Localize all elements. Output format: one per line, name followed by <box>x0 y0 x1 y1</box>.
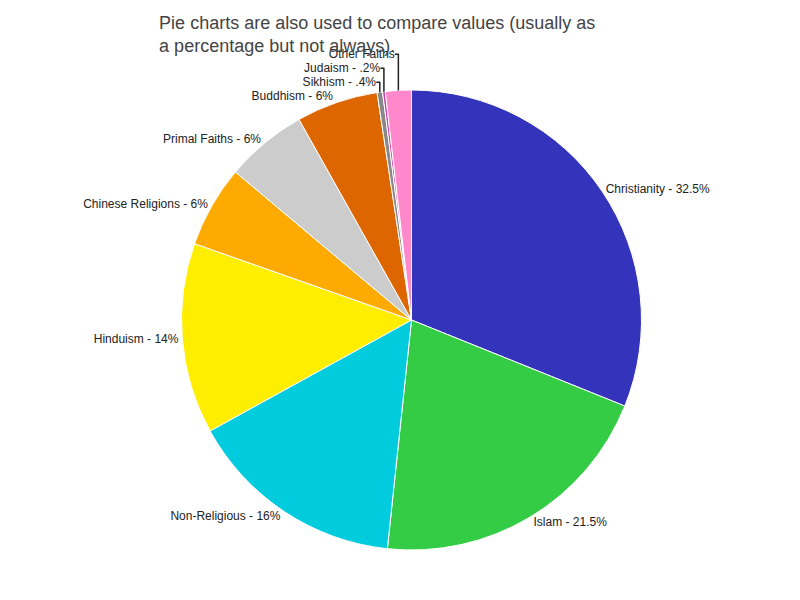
svg-text:Pie charts are also used to co: Pie charts are also used to compare valu… <box>159 13 595 56</box>
svg-text:Non-Religious - 16%: Non-Religious - 16% <box>170 509 280 523</box>
svg-text:Buddhism - 6%: Buddhism - 6% <box>252 89 334 103</box>
svg-text:Christianity - 32.5%: Christianity - 32.5% <box>606 182 710 196</box>
svg-text:Chinese Religions - 6%: Chinese Religions - 6% <box>83 197 208 211</box>
svg-text:Other Faiths: Other Faiths <box>329 47 395 61</box>
svg-text:Sikhism - .4%: Sikhism - .4% <box>303 75 377 89</box>
svg-text:Hinduism - 14%: Hinduism - 14% <box>94 332 179 346</box>
svg-text:Islam - 21.5%: Islam - 21.5% <box>533 515 607 529</box>
svg-text:Primal Faiths - 6%: Primal Faiths - 6% <box>163 132 261 146</box>
svg-text:Judaism - .2%: Judaism - .2% <box>304 61 380 75</box>
